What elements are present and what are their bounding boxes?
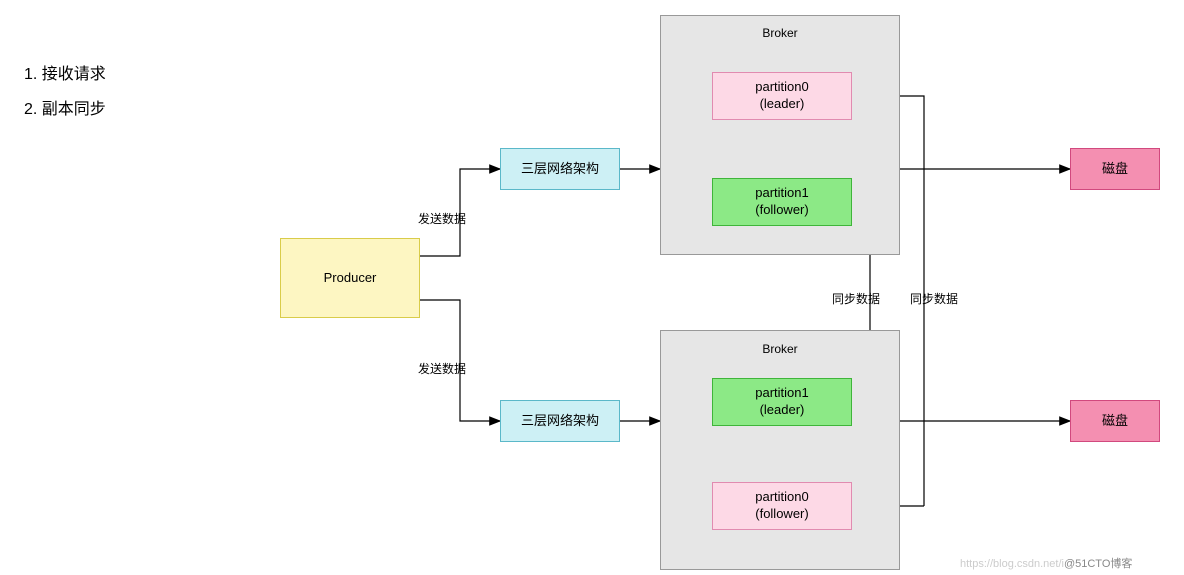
edge-label-sync-2: 同步数据 xyxy=(910,290,958,307)
edge-label-send-2: 发送数据 xyxy=(418,360,466,377)
b2p0-l1: partition0 xyxy=(755,489,808,504)
broker1-partition0-leader: partition0 (leader) xyxy=(712,72,852,120)
b2p1-l2: (leader) xyxy=(760,402,805,417)
list-item-2: 2. 副本同步 xyxy=(24,95,106,119)
watermark: https://blog.csdn.net/i@51CTO博客 xyxy=(960,555,1132,571)
b2p1-l1: partition1 xyxy=(755,385,808,400)
disk-2: 磁盘 xyxy=(1070,400,1160,442)
broker-1-title: Broker xyxy=(660,26,900,40)
producer-box: Producer xyxy=(280,238,420,318)
list-item-1: 1. 接收请求 xyxy=(24,60,106,84)
b1p1-l1: partition1 xyxy=(755,185,808,200)
broker1-partition1-follower: partition1 (follower) xyxy=(712,178,852,226)
b1p0-l1: partition0 xyxy=(755,79,808,94)
b2p0-l2: (follower) xyxy=(755,506,808,521)
network-box-2: 三层网络架构 xyxy=(500,400,620,442)
b1p0-l2: (leader) xyxy=(760,96,805,111)
b1p1-l2: (follower) xyxy=(755,202,808,217)
broker-2-container xyxy=(660,330,900,570)
network-box-1: 三层网络架构 xyxy=(500,148,620,190)
disk-1: 磁盘 xyxy=(1070,148,1160,190)
edge-label-sync-1: 同步数据 xyxy=(832,290,880,307)
edges-layer xyxy=(0,0,1184,575)
broker2-partition1-leader: partition1 (leader) xyxy=(712,378,852,426)
broker-2-title: Broker xyxy=(660,342,900,356)
broker2-partition0-follower: partition0 (follower) xyxy=(712,482,852,530)
watermark-left: https://blog.csdn.net/i xyxy=(960,558,1064,570)
edge-label-send-1: 发送数据 xyxy=(418,210,466,227)
watermark-right: @51CTO博客 xyxy=(1064,558,1132,570)
